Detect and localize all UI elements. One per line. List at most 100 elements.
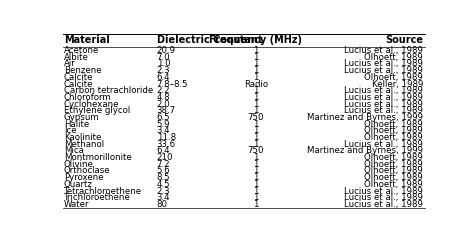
Text: Montmorillonite: Montmorillonite (64, 153, 131, 162)
Text: Olhoeft, 1989: Olhoeft, 1989 (364, 153, 423, 162)
Text: Lucius et al., 1989: Lucius et al., 1989 (344, 106, 423, 115)
Text: Kaolinite: Kaolinite (64, 133, 101, 142)
Text: Olhoeft, 1989: Olhoeft, 1989 (364, 160, 423, 169)
Text: 1: 1 (253, 140, 258, 149)
Text: Pyroxene: Pyroxene (64, 173, 103, 182)
Text: Air: Air (64, 60, 75, 69)
Text: 20.9: 20.9 (156, 46, 175, 55)
Text: Olhoeft, 1989: Olhoeft, 1989 (364, 73, 423, 82)
Text: 1: 1 (253, 187, 258, 196)
Text: 2.0: 2.0 (156, 100, 170, 109)
Text: Material: Material (64, 35, 109, 45)
Text: 1: 1 (253, 66, 258, 75)
Text: Albite: Albite (64, 53, 89, 62)
Text: 1: 1 (253, 193, 258, 202)
Text: Calcite: Calcite (64, 73, 93, 82)
Text: 4.5: 4.5 (156, 180, 170, 189)
Text: Gypsum: Gypsum (64, 113, 100, 122)
Text: Olhoeft, 1989: Olhoeft, 1989 (364, 167, 423, 175)
Text: 1: 1 (253, 100, 258, 109)
Text: Keller, 1989: Keller, 1989 (372, 79, 423, 89)
Text: Dielectric Constant: Dielectric Constant (156, 35, 262, 45)
Text: 2.2: 2.2 (156, 86, 170, 95)
Text: 3.4: 3.4 (156, 193, 170, 202)
Text: Olhoeft, 1989: Olhoeft, 1989 (364, 53, 423, 62)
Text: Olhoeft, 1989: Olhoeft, 1989 (364, 173, 423, 182)
Text: Quartz: Quartz (64, 180, 92, 189)
Text: Lucius et al., 1989: Lucius et al., 1989 (344, 66, 423, 75)
Text: 1: 1 (253, 60, 258, 69)
Text: 7.2: 7.2 (156, 160, 170, 169)
Text: Lucius et al., 1989: Lucius et al., 1989 (344, 193, 423, 202)
Text: 8.5: 8.5 (156, 173, 170, 182)
Text: 6.4: 6.4 (156, 146, 170, 155)
Text: 1: 1 (253, 167, 258, 175)
Text: Benzene: Benzene (64, 66, 101, 75)
Text: 1: 1 (253, 86, 258, 95)
Text: 1: 1 (253, 106, 258, 115)
Text: Trichloroethene: Trichloroethene (64, 193, 130, 202)
Text: 1: 1 (253, 200, 258, 209)
Text: 1: 1 (253, 73, 258, 82)
Text: Olhoeft, 1989: Olhoeft, 1989 (364, 126, 423, 135)
Text: Radio: Radio (244, 79, 268, 89)
Text: 3.4: 3.4 (156, 126, 170, 135)
Text: 33.6: 33.6 (156, 140, 176, 149)
Text: 1: 1 (253, 93, 258, 102)
Text: 38.7: 38.7 (156, 106, 176, 115)
Text: 5.9: 5.9 (156, 120, 170, 129)
Text: Olhoeft, 1989: Olhoeft, 1989 (364, 133, 423, 142)
Text: Lucius et al., 1989: Lucius et al., 1989 (344, 187, 423, 196)
Text: 1: 1 (253, 160, 258, 169)
Text: Lucius et al., 1989: Lucius et al., 1989 (344, 140, 423, 149)
Text: 4.8: 4.8 (156, 93, 170, 102)
Text: 1.0: 1.0 (156, 60, 170, 69)
Text: 80: 80 (156, 200, 168, 209)
Text: 1: 1 (253, 120, 258, 129)
Text: 1: 1 (253, 133, 258, 142)
Text: 1: 1 (253, 153, 258, 162)
Text: Olivine: Olivine (64, 160, 93, 169)
Text: Source: Source (385, 35, 423, 45)
Text: Calcite: Calcite (64, 79, 93, 89)
Text: Frequency (MHz): Frequency (MHz) (210, 35, 302, 45)
Text: Lucius et al., 1989: Lucius et al., 1989 (344, 100, 423, 109)
Text: Ethylene glycol: Ethylene glycol (64, 106, 130, 115)
Text: 6.5: 6.5 (156, 113, 170, 122)
Text: 210: 210 (156, 153, 173, 162)
Text: 1: 1 (253, 126, 258, 135)
Text: 1: 1 (253, 173, 258, 182)
Text: Cyclohexane: Cyclohexane (64, 100, 119, 109)
Text: Halite: Halite (64, 120, 89, 129)
Text: Lucius et al., 1989: Lucius et al., 1989 (344, 60, 423, 69)
Text: Methanol: Methanol (64, 140, 104, 149)
Text: 2.3: 2.3 (156, 187, 170, 196)
Text: 1: 1 (253, 46, 258, 55)
Text: 7.8–8.5: 7.8–8.5 (156, 79, 188, 89)
Text: Tetrachloroethene: Tetrachloroethene (64, 187, 142, 196)
Text: Ice: Ice (64, 126, 76, 135)
Text: Lucius et al., 1989: Lucius et al., 1989 (344, 93, 423, 102)
Text: 7.0: 7.0 (156, 53, 170, 62)
Text: Olhoeft, 1989: Olhoeft, 1989 (364, 180, 423, 189)
Text: 1: 1 (253, 180, 258, 189)
Text: Acetone: Acetone (64, 46, 99, 55)
Text: Lucius et al., 1989: Lucius et al., 1989 (344, 200, 423, 209)
Text: 6.4: 6.4 (156, 73, 170, 82)
Text: 1: 1 (253, 53, 258, 62)
Text: 2.3: 2.3 (156, 66, 170, 75)
Text: Mica: Mica (64, 146, 83, 155)
Text: 5.6: 5.6 (156, 167, 170, 175)
Text: Martinez and Byrnes, 1999: Martinez and Byrnes, 1999 (307, 146, 423, 155)
Text: Lucius et al., 1989: Lucius et al., 1989 (344, 46, 423, 55)
Text: Lucius et al., 1989: Lucius et al., 1989 (344, 86, 423, 95)
Text: 11.8: 11.8 (156, 133, 176, 142)
Text: Carbon tetrachloride: Carbon tetrachloride (64, 86, 153, 95)
Text: 750: 750 (247, 146, 264, 155)
Text: Olhoeft, 1989: Olhoeft, 1989 (364, 120, 423, 129)
Text: Orthoclase: Orthoclase (64, 167, 110, 175)
Text: Chloroform: Chloroform (64, 93, 111, 102)
Text: Water: Water (64, 200, 89, 209)
Text: Martinez and Byrnes, 1999: Martinez and Byrnes, 1999 (307, 113, 423, 122)
Text: 750: 750 (247, 113, 264, 122)
